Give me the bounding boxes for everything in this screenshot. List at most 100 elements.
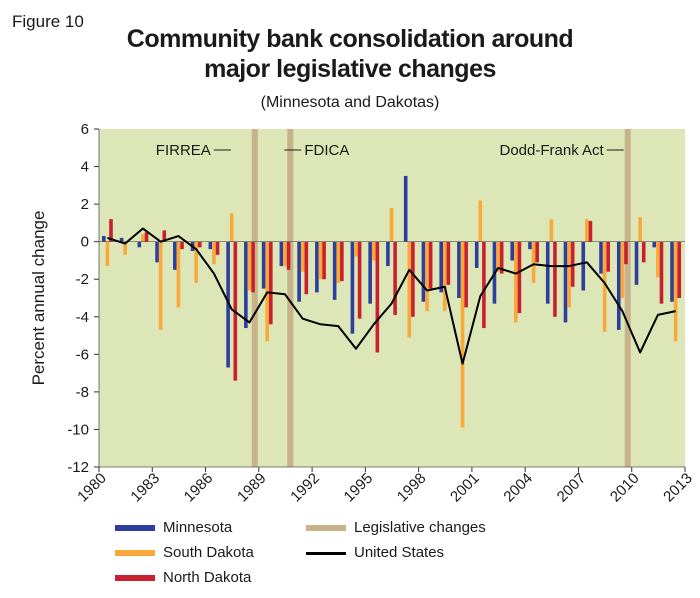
bar-south-dakota-2012 [673,241,678,342]
bar-north-dakota-2012 [677,241,682,298]
bar-north-dakota-1985 [197,241,202,248]
bar-south-dakota-2002 [496,241,500,272]
bar-minnesota-1993 [332,241,337,300]
bar-south-dakota-1992 [318,241,323,280]
chart-title-line1: Community bank consolidation around [126,25,574,53]
event-label-2: Dodd-Frank Act [500,142,605,159]
x-tick-label: 1983 [127,470,163,506]
bar-minnesota-1988 [244,241,248,329]
bar-south-dakota-2010 [638,217,642,242]
bar-north-dakota-2005 [553,241,557,317]
y-tick-label: -2 [76,271,89,288]
x-tick-label: 2010 [607,470,643,506]
bar-north-dakota-1983 [162,230,167,242]
bar-north-dakota-1993 [340,241,344,282]
x-tick-label: 2013 [660,470,696,506]
x-tick-label: 1998 [394,470,430,506]
bar-south-dakota-2006 [567,241,571,308]
y-tick-label: -6 [76,346,89,363]
bar-north-dakota-1998 [428,241,433,289]
legend-item-legislative-changes: Legislative changes [306,519,486,536]
bar-minnesota-1999 [439,241,443,293]
bar-north-dakota-2003 [517,241,522,314]
bar-minnesota-2001 [474,241,479,268]
bar-south-dakota-2001 [478,200,483,242]
legend-swatch-minnesota [115,525,155,532]
bar-minnesota-1983 [155,241,159,263]
bar-north-dakota-2011 [659,241,664,304]
bar-south-dakota-1998 [425,241,429,312]
chart-title-line2: major legislative changes [204,55,496,83]
legend-label-north-dakota: North Dakota [163,569,252,586]
bar-minnesota-1980 [102,236,106,242]
y-tick-label: -10 [67,421,89,438]
bar-north-dakota-2008 [606,241,611,272]
bar-south-dakota-1986 [212,241,216,265]
chart-subtitle: (Minnesota and Dakotas) [260,94,440,111]
bar-south-dakota-1980 [105,241,110,267]
legend-swatch-united-states [306,551,346,555]
line-united-states [107,227,676,365]
bar-south-dakota-1983 [158,241,163,330]
bar-south-dakota-2004 [531,241,536,283]
bar-minnesota-2004 [528,241,532,250]
legend-label-legislative-changes: Legislative changes [354,519,486,536]
bar-south-dakota-1991 [300,241,305,272]
bar-south-dakota-1981 [123,241,127,255]
bar-north-dakota-1995 [375,241,380,353]
y-tick-label: 6 [81,121,89,138]
bar-minnesota-1986 [208,241,213,250]
bar-south-dakota-2011 [656,241,660,278]
legend-label-united-states: United States [354,544,445,561]
bar-south-dakota-1994 [354,241,358,257]
x-tick-label: 1995 [341,470,377,506]
bar-minnesota-2008 [599,241,603,274]
bar-south-dakota-1997 [407,241,412,338]
legend-item-south-dakota: South Dakota [115,544,254,561]
bar-minnesota-1998 [421,241,426,302]
bar-minnesota-2011 [652,241,657,248]
bar-minnesota-1992 [315,241,319,293]
legend-item-united-states: United States [306,544,444,561]
bar-south-dakota-1982 [141,234,145,242]
bar-south-dakota-2000 [460,241,465,428]
bar-minnesota-2005 [545,241,550,304]
bar-minnesota-1982 [137,241,142,248]
legend-label-south-dakota: South Dakota [163,544,254,561]
bar-minnesota-2003 [510,241,515,261]
bar-minnesota-1991 [297,241,301,302]
y-tick-label: 2 [81,196,89,213]
x-tick-label: 2004 [500,470,536,506]
event-label-0: FIRREA [156,142,211,159]
bar-north-dakota-1980 [109,219,113,242]
bar-north-dakota-2010 [641,241,646,263]
bar-south-dakota-2009 [620,241,625,298]
bar-north-dakota-1982 [144,232,149,242]
legend-swatch-north-dakota [115,575,155,582]
bar-north-dakota-1990 [286,241,291,270]
y-tick-label: -8 [76,384,89,401]
y-tick-label: 0 [81,234,89,251]
x-tick-label: 2007 [554,470,590,506]
bar-south-dakota-2003 [514,241,518,323]
bar-south-dakota-1988 [247,241,252,291]
bar-minnesota-1989 [261,241,266,289]
bar-minnesota-1987 [226,241,230,368]
event-label-1: FDICA [304,142,349,159]
chart-title: Community bank consolidation around majo… [0,24,700,84]
bar-south-dakota-1984 [176,241,181,308]
bar-north-dakota-2004 [535,241,539,263]
bar-north-dakota-1989 [269,241,273,325]
bar-minnesota-2009 [616,241,621,330]
y-axis-label: Percent annual change [29,211,48,386]
bar-north-dakota-1988 [251,241,255,293]
legend-item-minnesota: Minnesota [115,519,232,536]
x-tick-label: 1992 [287,470,323,506]
x-tick-label: 2001 [447,470,483,506]
bar-north-dakota-1999 [446,241,451,285]
bar-minnesota-1981 [119,237,124,242]
plot-area [99,129,685,467]
bar-minnesota-1984 [173,241,177,270]
bar-minnesota-1997 [403,175,408,242]
bar-north-dakota-1996 [393,241,397,315]
